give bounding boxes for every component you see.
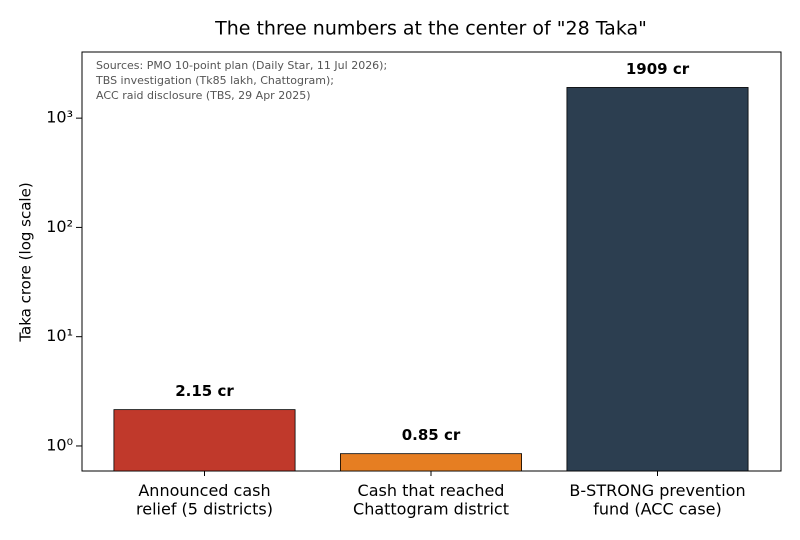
chart-title: The three numbers at the center of "28 T… [214, 18, 647, 40]
y-tick-label: 10⁰ [46, 435, 73, 454]
value-label: 0.85 cr [402, 426, 461, 444]
value-label: 2.15 cr [175, 382, 234, 400]
bar [566, 87, 749, 472]
y-tick-label: 10¹ [46, 326, 73, 345]
y-axis-label: Taka crore (log scale) [17, 182, 35, 342]
source-note: ACC raid disclosure (TBS, 29 Apr 2025) [96, 89, 310, 102]
value-label: 1909 cr [626, 60, 690, 78]
y-tick-label: 10³ [46, 108, 73, 127]
x-tick-label: Announced cash relief (5 districts) [136, 481, 273, 518]
bar [113, 409, 296, 472]
y-tick-label: 10² [46, 217, 73, 236]
source-note: TBS investigation (Tk85 lakh, Chattogram… [95, 74, 334, 87]
x-tick-label: Cash that reached Chattogram district [353, 481, 509, 518]
source-note: Sources: PMO 10-point plan (Daily Star, … [96, 59, 387, 72]
bar [339, 453, 522, 472]
x-tick-label: B-STRONG prevention fund (ACC case) [569, 481, 745, 518]
